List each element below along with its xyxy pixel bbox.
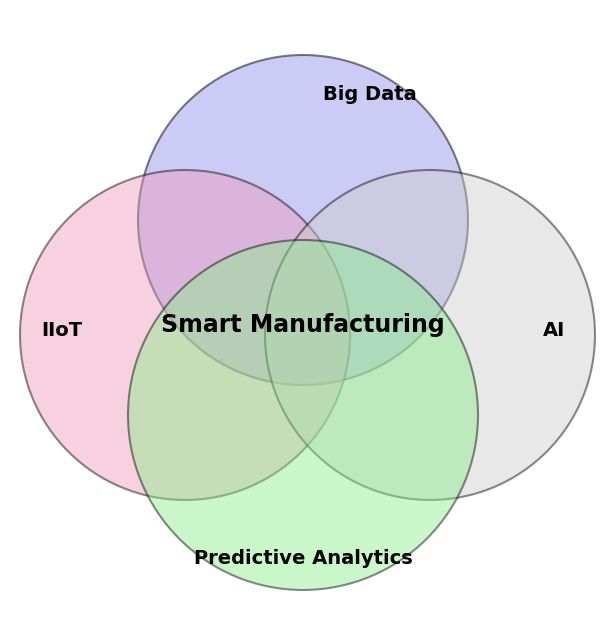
Text: Big Data: Big Data [323,85,417,104]
Circle shape [20,170,350,500]
Text: IIoT: IIoT [41,320,82,340]
Circle shape [138,55,468,385]
Circle shape [128,240,478,590]
Circle shape [265,170,595,500]
Text: Predictive Analytics: Predictive Analytics [194,548,412,568]
Text: AI: AI [543,320,565,340]
Text: Smart Manufacturing: Smart Manufacturing [161,313,445,337]
